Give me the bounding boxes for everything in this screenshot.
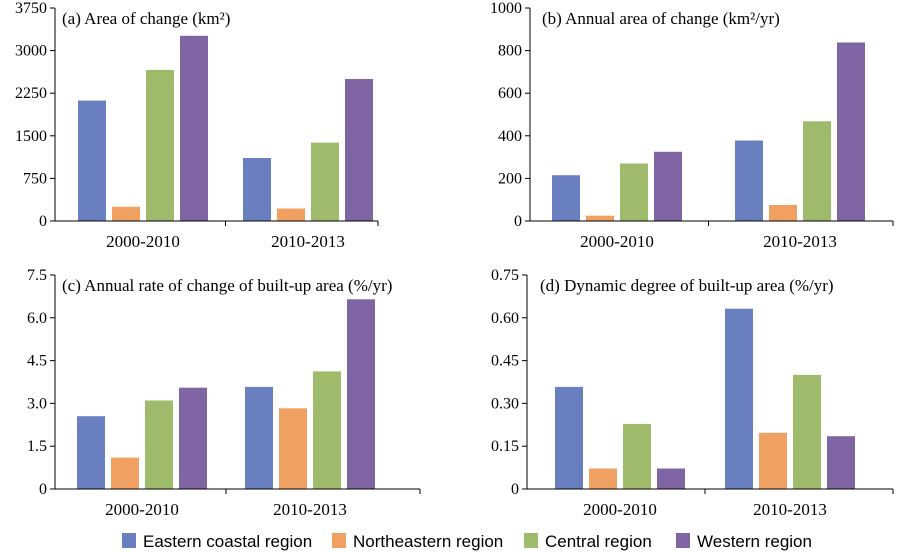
- bar: [78, 100, 106, 221]
- bar: [827, 436, 855, 489]
- panel-title: (c) Annual rate of change of built-up ar…: [62, 276, 392, 295]
- x-tick-label: 2010-2013: [753, 500, 827, 519]
- bar: [179, 387, 207, 489]
- y-tick-label: 3.0: [27, 395, 47, 412]
- bar: [111, 457, 139, 489]
- panel-a: 0 750 1500 2250 3000 3750 2000-2010 2010-2013 (a…: [15, 0, 379, 251]
- y-tick-label: 0.75: [491, 267, 519, 284]
- legend-label: Northeastern region: [353, 532, 503, 551]
- legend-swatch: [332, 533, 346, 548]
- bar: [586, 215, 614, 221]
- y-tick-label: 1.5: [27, 438, 47, 455]
- y-tick-label: 0: [39, 213, 47, 230]
- panel-c: 0 1.5 3.0 4.5 6.0 7.5 2000-2010 2010-2013 (c) An…: [27, 267, 421, 519]
- bar: [311, 142, 339, 221]
- x-tick-label: 2010-2013: [271, 232, 345, 251]
- bar: [313, 371, 341, 489]
- x-tick-label: 2010-2013: [763, 232, 837, 251]
- bar: [803, 121, 831, 221]
- y-tick-label: 0.30: [491, 395, 519, 412]
- legend-swatch: [122, 533, 136, 548]
- bar: [623, 423, 651, 489]
- bar: [759, 432, 787, 489]
- y-tick-label: 0: [514, 213, 522, 230]
- panel-title: (a) Area of change (km²): [62, 9, 230, 28]
- bar: [589, 468, 617, 489]
- legend: Eastern coastal region Northeastern regio…: [122, 532, 812, 551]
- bar: [347, 299, 375, 489]
- bar: [654, 151, 682, 221]
- panel-d: 0 0.15 0.30 0.45 0.60 0.75 2000-2010 2010-2013 (…: [491, 267, 894, 519]
- y-tick-label: 800: [498, 43, 522, 60]
- x-tick-label: 2000-2010: [580, 232, 654, 251]
- legend-swatch: [676, 533, 690, 548]
- bar: [180, 35, 208, 221]
- y-tick-label: 3750: [15, 0, 47, 17]
- bar: [552, 175, 580, 221]
- bar: [555, 386, 583, 489]
- bar: [793, 374, 821, 489]
- bar: [145, 400, 173, 489]
- x-tick-label: 2000-2010: [105, 500, 179, 519]
- x-tick-label: 2010-2013: [273, 500, 347, 519]
- legend-item: Northeastern region: [332, 532, 503, 551]
- bar: [837, 42, 865, 221]
- y-tick-label: 0.60: [491, 310, 519, 327]
- bar: [277, 208, 305, 221]
- y-tick-label: 400: [498, 128, 522, 145]
- legend-item: Western region: [676, 532, 812, 551]
- y-tick-label: 2250: [15, 85, 47, 102]
- y-tick-label: 1000: [490, 0, 522, 17]
- legend-label: Western region: [697, 532, 812, 551]
- y-tick-label: 4.5: [27, 353, 47, 370]
- panel-title: (d) Dynamic degree of built-up area (%/y…: [540, 276, 834, 295]
- y-tick-label: 750: [23, 170, 47, 187]
- y-tick-label: 6.0: [27, 310, 47, 327]
- bar: [77, 416, 105, 489]
- panel-title: (b) Annual area of change (km²/yr): [542, 9, 780, 28]
- y-tick-label: 0.15: [491, 438, 519, 455]
- x-tick-label: 2000-2010: [106, 232, 180, 251]
- bar: [769, 205, 797, 221]
- bar: [620, 163, 648, 221]
- y-tick-label: 600: [498, 85, 522, 102]
- y-tick-label: 0: [39, 481, 47, 498]
- bar: [245, 386, 273, 489]
- x-tick-label: 2000-2010: [583, 500, 657, 519]
- y-tick-label: 7.5: [27, 267, 47, 284]
- y-tick-label: 1500: [15, 128, 47, 145]
- legend-item: Central region: [524, 532, 652, 551]
- y-tick-label: 3000: [15, 43, 47, 60]
- bar: [725, 308, 753, 489]
- y-tick-label: 200: [498, 170, 522, 187]
- bar: [243, 158, 271, 221]
- legend-label: Central region: [545, 532, 652, 551]
- bar: [279, 408, 307, 489]
- y-tick-label: 0: [511, 481, 519, 498]
- bar: [345, 79, 373, 221]
- bar: [735, 140, 763, 221]
- legend-label: Eastern coastal region: [143, 532, 312, 551]
- y-tick-label: 0.45: [491, 353, 519, 370]
- bar: [657, 468, 685, 489]
- legend-swatch: [524, 533, 538, 548]
- bar: [146, 69, 174, 222]
- bar: [112, 206, 140, 221]
- panel-b: 0 200 400 600 800 1000 2000-2010 2010-2013 (b) A…: [490, 0, 894, 251]
- legend-item: Eastern coastal region: [122, 532, 312, 551]
